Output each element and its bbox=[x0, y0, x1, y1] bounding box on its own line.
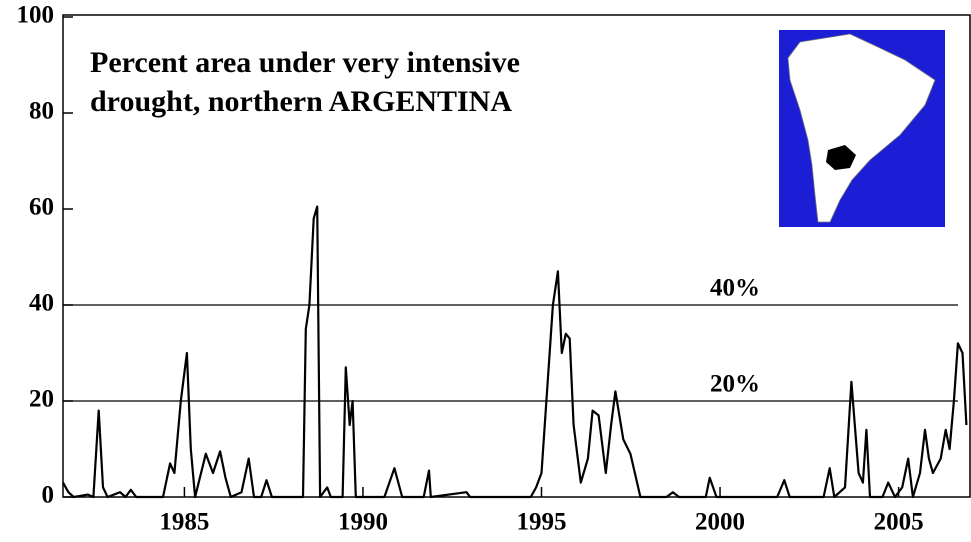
y-tick-label: 20 bbox=[29, 386, 54, 413]
chart-title-line: Percent area under very intensive bbox=[90, 46, 520, 79]
y-tick-label: 0 bbox=[42, 482, 55, 509]
x-tick-label: 2005 bbox=[874, 509, 924, 536]
x-tick-label: 1995 bbox=[516, 509, 566, 536]
y-tick-label: 40 bbox=[29, 290, 54, 317]
x-tick-label: 1990 bbox=[338, 509, 388, 536]
reference-label: 20% bbox=[710, 371, 760, 398]
y-tick-label: 80 bbox=[29, 98, 54, 125]
y-tick-label: 100 bbox=[17, 2, 55, 29]
map-continent bbox=[787, 33, 936, 223]
x-tick-label: 1985 bbox=[159, 509, 209, 536]
chart-title-line: drought, northern ARGENTINA bbox=[90, 85, 512, 118]
x-tick-label: 2000 bbox=[695, 509, 745, 536]
reference-label: 40% bbox=[710, 275, 760, 302]
map-inset bbox=[779, 30, 945, 227]
data-line bbox=[62, 205, 968, 499]
y-tick-label: 60 bbox=[29, 194, 54, 221]
map-region bbox=[826, 145, 856, 170]
